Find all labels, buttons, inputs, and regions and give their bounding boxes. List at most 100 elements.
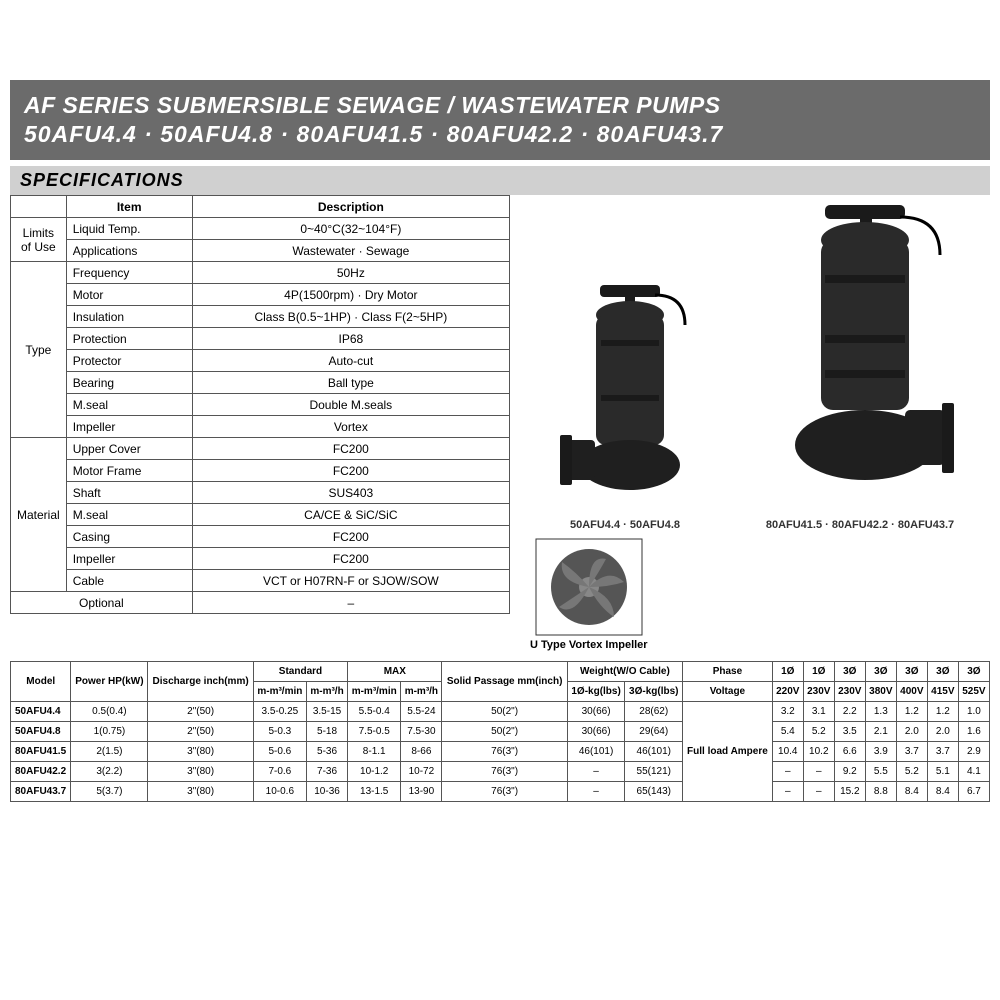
- table-cell: 5.2: [896, 762, 927, 782]
- spec-item: Motor Frame: [66, 460, 192, 482]
- table-cell: 8-66: [401, 742, 442, 762]
- spec-desc: Vortex: [192, 416, 509, 438]
- spec-desc: FC200: [192, 438, 509, 460]
- mh-p3d: 3Ø: [927, 662, 958, 682]
- table-cell: 1.0: [958, 702, 989, 722]
- mh-v415: 415V: [927, 682, 958, 702]
- mh-p3a: 3Ø: [834, 662, 865, 682]
- spec-item: Liquid Temp.: [66, 218, 192, 240]
- spec-item: Impeller: [66, 548, 192, 570]
- spec-col-blank: [11, 196, 67, 218]
- mh-max: MAX: [348, 662, 442, 682]
- spec-desc: 0~40°C(32~104°F): [192, 218, 509, 240]
- mh-v525: 525V: [958, 682, 989, 702]
- table-cell: 6.7: [958, 782, 989, 802]
- mh-phase: Phase: [683, 662, 773, 682]
- mh-solid: Solid Passage mm(inch): [442, 662, 567, 702]
- table-cell: 80AFU43.7: [11, 782, 71, 802]
- pump-small-caption: 50AFU4.4 · 50AFU4.8: [570, 519, 680, 531]
- table-cell: 3"(80): [148, 762, 253, 782]
- spec-desc: 4P(1500rpm) · Dry Motor: [192, 284, 509, 306]
- spec-col-item: Item: [66, 196, 192, 218]
- product-images: 50AFU4.4 · 50AFU4.8: [520, 195, 990, 531]
- group-material: Material: [11, 438, 67, 592]
- table-cell: 46(101): [625, 742, 683, 762]
- spec-item: Upper Cover: [66, 438, 192, 460]
- spec-item: Impeller: [66, 416, 192, 438]
- table-cell: 80AFU41.5: [11, 742, 71, 762]
- spec-desc: Ball type: [192, 372, 509, 394]
- spec-desc: FC200: [192, 460, 509, 482]
- spec-item: Motor: [66, 284, 192, 306]
- table-row: 80AFU42.23(2.2)3"(80)7-0.67-3610-1.210-7…: [11, 762, 990, 782]
- table-cell: 50(2"): [442, 722, 567, 742]
- table-cell: 50(2"): [442, 702, 567, 722]
- table-cell: 10-0.6: [253, 782, 306, 802]
- table-cell: 3.7: [896, 742, 927, 762]
- table-cell: 3.2: [772, 702, 803, 722]
- spec-desc: FC200: [192, 548, 509, 570]
- table-cell: 3.9: [865, 742, 896, 762]
- table-cell: 2"(50): [148, 702, 253, 722]
- group-limits: Limits of Use: [11, 218, 67, 262]
- spec-desc: 50Hz: [192, 262, 509, 284]
- spec-desc: FC200: [192, 526, 509, 548]
- table-cell: 30(66): [567, 702, 625, 722]
- optional-label: Optional: [11, 592, 193, 614]
- spec-item: Frequency: [66, 262, 192, 284]
- table-cell: –: [567, 782, 625, 802]
- mh-v380: 380V: [865, 682, 896, 702]
- table-row: 80AFU41.52(1.5)3"(80)5-0.65-368-1.18-667…: [11, 742, 990, 762]
- table-cell: 5-18: [306, 722, 347, 742]
- spec-item: Shaft: [66, 482, 192, 504]
- table-cell: 55(121): [625, 762, 683, 782]
- spec-desc: CA/CE & SiC/SiC: [192, 504, 509, 526]
- table-cell: –: [803, 782, 834, 802]
- pump-figure-large: 80AFU41.5 · 80AFU42.2 · 80AFU43.7: [765, 195, 955, 531]
- table-cell: 3(2.2): [71, 762, 148, 782]
- models-table: Model Power HP(kW) Discharge inch(mm) St…: [10, 661, 990, 802]
- table-cell: 3.5: [834, 722, 865, 742]
- table-cell: 5.5-24: [401, 702, 442, 722]
- spec-item: Casing: [66, 526, 192, 548]
- pump-large-icon: [765, 195, 955, 515]
- table-cell: 1.3: [865, 702, 896, 722]
- mh-v400: 400V: [896, 682, 927, 702]
- table-row: 50AFU4.40.5(0.4)2"(50)3.5-0.253.5-155.5-…: [11, 702, 990, 722]
- table-cell: 13-90: [401, 782, 442, 802]
- table-cell: –: [567, 762, 625, 782]
- spec-item: M.seal: [66, 394, 192, 416]
- table-cell: 2.0: [896, 722, 927, 742]
- table-cell: 76(3"): [442, 742, 567, 762]
- header-subtitle: 50AFU4.4 · 50AFU4.8 · 80AFU41.5 · 80AFU4…: [24, 121, 976, 148]
- table-cell: 80AFU42.2: [11, 762, 71, 782]
- table-cell: 13-1.5: [348, 782, 401, 802]
- table-cell: 4.1: [958, 762, 989, 782]
- table-cell: 5.2: [803, 722, 834, 742]
- table-cell: 2.9: [958, 742, 989, 762]
- mh-v230b: 230V: [834, 682, 865, 702]
- mh-model: Model: [11, 662, 71, 702]
- table-cell: –: [803, 762, 834, 782]
- spec-desc: Class B(0.5~1HP) · Class F(2~5HP): [192, 306, 509, 328]
- table-cell: 7.5-0.5: [348, 722, 401, 742]
- table-cell: 1.6: [958, 722, 989, 742]
- optional-value: –: [192, 592, 509, 614]
- table-cell: 10.2: [803, 742, 834, 762]
- table-cell: 30(66): [567, 722, 625, 742]
- spec-item: Protection: [66, 328, 192, 350]
- table-cell: 7.5-30: [401, 722, 442, 742]
- specifications-heading: SPECIFICATIONS: [10, 166, 990, 195]
- table-cell: 2"(50): [148, 722, 253, 742]
- mh-p1b: 1Ø: [803, 662, 834, 682]
- impeller-caption: U Type Vortex Impeller: [530, 639, 648, 651]
- table-cell: 76(3"): [442, 762, 567, 782]
- table-cell: 15.2: [834, 782, 865, 802]
- table-cell: 2.1: [865, 722, 896, 742]
- spec-item: M.seal: [66, 504, 192, 526]
- mh-discharge: Discharge inch(mm): [148, 662, 253, 702]
- table-cell: 76(3"): [442, 782, 567, 802]
- table-cell: 9.2: [834, 762, 865, 782]
- table-cell: 1.2: [927, 702, 958, 722]
- table-cell: 5.4: [772, 722, 803, 742]
